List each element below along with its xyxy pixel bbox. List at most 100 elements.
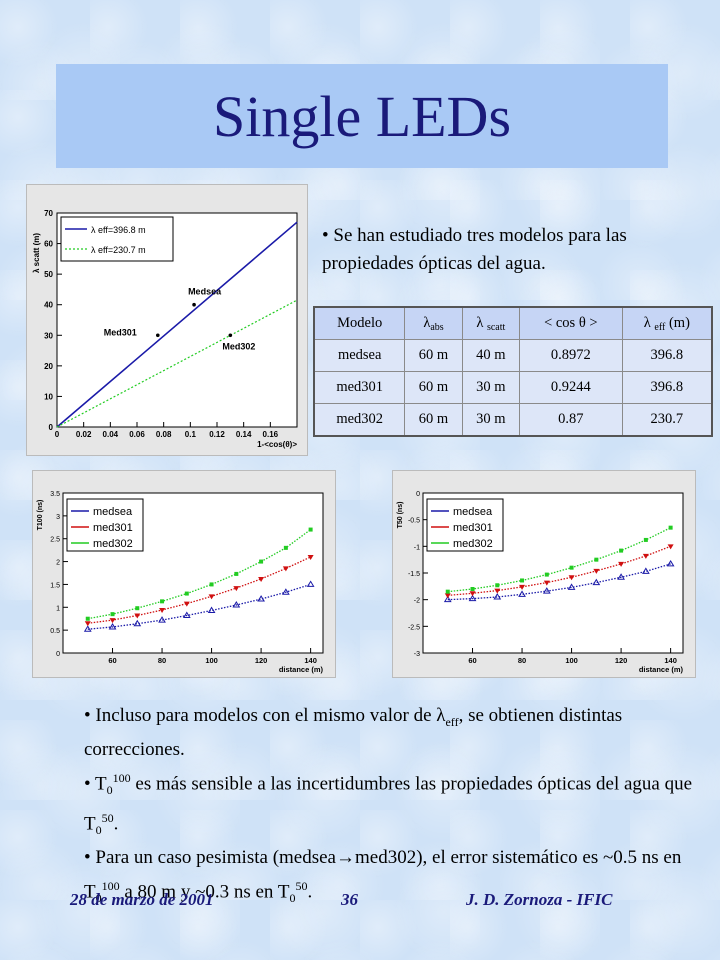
data-point bbox=[156, 333, 160, 338]
b3-mid: med302), el error sistemático es ~0.5 ns… bbox=[84, 847, 682, 903]
point-label: Medsea bbox=[188, 287, 222, 297]
footer-page: 36 bbox=[341, 890, 358, 909]
t50-vs-distance-chart: -3 -2.5 -2 -1.5 -1 -0.5 0 60 80 100 120 140distance… bbox=[397, 491, 684, 674]
y-tick-label: 1.5 bbox=[50, 582, 60, 589]
b3-mid2: a 80 m y ~0.3 ns en T bbox=[119, 881, 290, 903]
x-tick-label: 0.06 bbox=[129, 430, 145, 439]
point-medsea bbox=[232, 601, 241, 608]
x-tick-label: 0 bbox=[55, 430, 60, 439]
point-med301 bbox=[494, 588, 501, 594]
point-med301 bbox=[519, 584, 526, 590]
y-tick-label: 40 bbox=[44, 301, 53, 310]
point-medsea bbox=[542, 587, 551, 594]
cell-cos: 0.9244 bbox=[518, 371, 623, 404]
x-axis-label: distance (m) bbox=[639, 665, 684, 674]
cell-scatt: 30 m bbox=[461, 371, 520, 404]
y-tick-label: 70 bbox=[44, 209, 53, 218]
b1-post: , se obtienen distintas correcciones. bbox=[84, 705, 623, 760]
b3-sub2: 0 bbox=[289, 891, 296, 906]
eff-symbol: λ bbox=[643, 314, 651, 331]
point-med302 bbox=[520, 578, 525, 583]
x-tick-label: 0.08 bbox=[156, 430, 172, 439]
cell-abs: 60 m bbox=[404, 403, 463, 437]
point-medsea bbox=[493, 593, 502, 600]
cell-eff: 230.7 bbox=[621, 403, 713, 437]
point-med302 bbox=[619, 548, 624, 553]
x-tick-label: 100 bbox=[565, 656, 578, 665]
x-tick-label: 0.02 bbox=[76, 430, 92, 439]
y-tick-label: 30 bbox=[44, 331, 53, 340]
table-row: med302 60 m 30 m 0.87 230.7 bbox=[313, 403, 713, 437]
scatt-chart-panel: 0 10 20 30 40 50 60 70 0 0.02 0.04 0.06 0.08 0.1 0.12 0… bbox=[26, 184, 308, 456]
point-medsea bbox=[306, 580, 315, 587]
y-tick-label: -2 bbox=[414, 598, 420, 605]
cell-abs: 60 m bbox=[404, 339, 463, 372]
point-label: Med301 bbox=[104, 327, 137, 337]
cell-modelo: med301 bbox=[313, 371, 406, 404]
x-tick-label: 100 bbox=[205, 656, 218, 665]
x-tick-label: 60 bbox=[468, 656, 476, 665]
table-header-row: Modelo λabs λ scatt < cos θ > λ eff (m) bbox=[313, 306, 713, 340]
point-medsea bbox=[468, 594, 477, 602]
legend-label-medsea: medsea bbox=[93, 506, 133, 518]
x-tick-label: 120 bbox=[615, 656, 628, 665]
col-scatt: λ scatt bbox=[461, 306, 520, 340]
legend-label-230: λ eff=230.7 m bbox=[91, 245, 146, 255]
cell-cos: 0.87 bbox=[518, 403, 623, 437]
x-tick-label: 140 bbox=[664, 656, 677, 665]
cell-scatt: 30 m bbox=[461, 403, 520, 437]
scatt-symbol: λ bbox=[476, 314, 484, 331]
data-point bbox=[228, 333, 233, 338]
point-med302 bbox=[470, 587, 475, 591]
point-medsea bbox=[158, 616, 166, 623]
b1-pre: • Incluso para modelos con el mismo valo… bbox=[84, 705, 437, 726]
point-med302 bbox=[495, 583, 500, 588]
point-med302 bbox=[643, 537, 648, 542]
y-tick-label: 2.5 bbox=[50, 537, 60, 544]
col-eff: λ eff (m) bbox=[621, 306, 713, 340]
b1-lambda: λ bbox=[436, 705, 446, 726]
bullet-t100: • T0100 es más sensible a las incertidum… bbox=[84, 764, 694, 844]
x-tick-label: 80 bbox=[518, 656, 526, 665]
bullet-pessimist: • Para un caso pesimista (medsea→med302)… bbox=[84, 844, 694, 912]
col-modelo: Modelo bbox=[313, 306, 406, 340]
x-tick-label: 140 bbox=[304, 656, 317, 665]
x-tick-label: 0.16 bbox=[263, 430, 279, 439]
point-med302 bbox=[544, 572, 549, 577]
y-axis-label: T50 (ns) bbox=[397, 502, 404, 529]
y-tick-label: -1 bbox=[414, 544, 420, 551]
eff-unit: (m) bbox=[668, 314, 690, 331]
y-tick-label: -1.5 bbox=[408, 571, 420, 578]
point-med302 bbox=[668, 525, 673, 530]
point-med301 bbox=[134, 613, 141, 619]
point-med302 bbox=[283, 545, 288, 550]
point-medsea bbox=[133, 619, 142, 627]
b3-sup2: 50 bbox=[295, 879, 308, 894]
abs-subscript: abs bbox=[430, 321, 444, 333]
point-med302 bbox=[110, 612, 115, 617]
y-tick-label: 1 bbox=[56, 605, 60, 612]
y-tick-label: 20 bbox=[44, 362, 53, 371]
cell-modelo: med302 bbox=[313, 403, 406, 437]
point-med301 bbox=[282, 566, 289, 572]
page-title: Single LEDs bbox=[212, 83, 512, 149]
series-line-230 bbox=[56, 299, 298, 428]
conclusions: • Incluso para modelos con el mismo valo… bbox=[84, 702, 694, 912]
point-med302 bbox=[259, 559, 264, 564]
cell-eff: 396.8 bbox=[621, 339, 713, 372]
series-line-medsea bbox=[447, 563, 671, 601]
point-medsea bbox=[281, 588, 290, 595]
y-tick-label: 2 bbox=[56, 560, 60, 567]
point-med301 bbox=[568, 575, 575, 581]
x-tick-label: 0.1 bbox=[185, 430, 197, 439]
col-abs: λabs bbox=[404, 306, 463, 340]
point-med301 bbox=[159, 608, 166, 614]
b3-sup: 100 bbox=[101, 879, 120, 894]
point-medsea bbox=[617, 573, 625, 580]
point-medsea bbox=[592, 578, 601, 586]
point-med301 bbox=[618, 561, 625, 567]
b3-pre: • Para un caso pesimista (medsea bbox=[84, 847, 336, 869]
point-med301 bbox=[84, 621, 91, 627]
table-row: medsea 60 m 40 m 0.8972 396.8 bbox=[313, 339, 713, 372]
